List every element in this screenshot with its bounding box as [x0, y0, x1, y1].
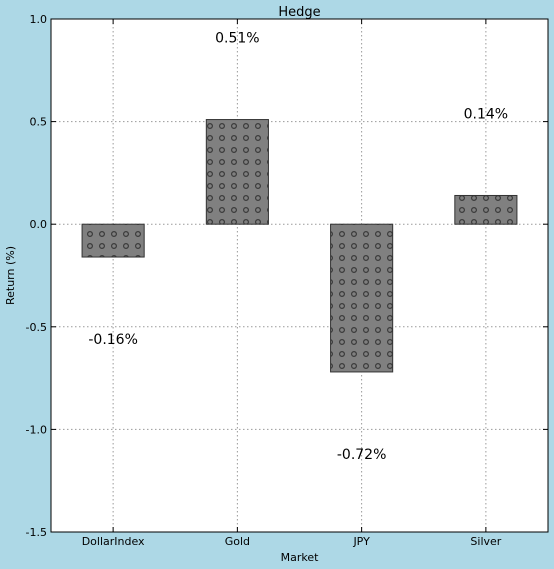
x-axis-title: Market	[281, 551, 319, 564]
y-axis-title: Return (%)	[4, 246, 17, 305]
plot-area	[51, 19, 548, 532]
ticks: -1.5 -1.0 -0.5 0.0 0.5 1.0 DollarIndex Gold JPY S…	[26, 13, 548, 548]
y-tick-label: 0.5	[30, 116, 48, 129]
data-label-dollarindex: -0.16%	[88, 332, 138, 348]
x-tick-label: Gold	[225, 535, 250, 548]
data-label-silver: 0.14%	[464, 106, 508, 122]
y-tick-label: -1.5	[26, 526, 47, 539]
bar-gold	[205, 119, 269, 225]
x-tick-label: DollarIndex	[82, 535, 145, 548]
y-tick-label: 1.0	[30, 13, 48, 26]
y-tick-label: -1.0	[26, 423, 47, 436]
bars	[81, 119, 518, 373]
x-tick-label: JPY	[352, 535, 370, 548]
y-tick-label: -0.5	[26, 321, 47, 334]
data-labels: -0.16% 0.51% -0.72% 0.14%	[88, 30, 508, 463]
chart-title: Hedge	[278, 5, 320, 20]
bar-dollarindex	[81, 223, 145, 258]
bar-silver	[454, 194, 518, 225]
x-tick-label: Silver	[470, 535, 501, 548]
data-label-gold: 0.51%	[215, 30, 259, 46]
data-label-jpy: -0.72%	[337, 447, 387, 463]
plot-frame	[50, 18, 549, 533]
y-tick-label: 0.0	[30, 218, 48, 231]
bar-jpy	[330, 223, 394, 373]
